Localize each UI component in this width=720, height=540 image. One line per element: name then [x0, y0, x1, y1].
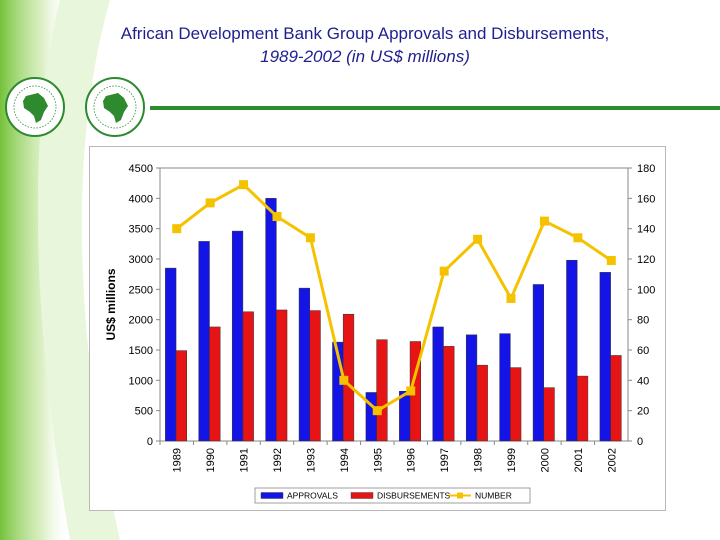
- disbursements-legend-label: DISBURSEMENTS: [377, 491, 451, 501]
- approvals-bar: [265, 198, 277, 442]
- approvals-bar: [532, 284, 545, 442]
- y2-tick-label: 80: [637, 315, 649, 327]
- number-point: [205, 198, 215, 208]
- disbursements-bar: [309, 310, 321, 442]
- disbursements-bar: [610, 355, 622, 442]
- adf-logo-icon: [85, 77, 145, 137]
- x-tick-label: 1992: [272, 448, 284, 472]
- y-axis-label: US$ millions: [104, 268, 118, 340]
- y-tick-label: 0: [147, 436, 153, 448]
- slide-title: African Development Bank Group Approvals…: [40, 22, 690, 68]
- y-tick-label: 2500: [129, 284, 153, 296]
- number-point: [539, 216, 549, 226]
- number-point: [339, 375, 349, 385]
- disbursements-bar: [276, 309, 288, 442]
- x-tick-label: 1994: [339, 448, 351, 472]
- number-series-line: [175, 182, 613, 413]
- number-point: [473, 234, 483, 244]
- number-point: [406, 386, 416, 396]
- number-point: [272, 212, 282, 222]
- disbursements-bar: [576, 375, 589, 442]
- x-tick-label: 2000: [539, 448, 551, 472]
- approvals-bar: [298, 287, 311, 442]
- disbursements-bar: [242, 311, 254, 442]
- disbursements-bar: [376, 339, 388, 442]
- disbursements-bar: [510, 367, 522, 442]
- y-tick-label: 2000: [129, 315, 153, 327]
- y2-tick-label: 60: [637, 345, 649, 357]
- x-tick-label: 1998: [473, 448, 485, 472]
- disbursements-bar: [543, 387, 555, 442]
- approvals-bar: [566, 259, 578, 442]
- number-point: [439, 266, 449, 276]
- x-tick-label: 2001: [573, 448, 585, 472]
- x-tick-label: 1989: [172, 448, 184, 472]
- x-tick-label: 1993: [305, 448, 317, 472]
- x-tick-label: 2002: [606, 448, 618, 472]
- y-tick-label: 500: [135, 406, 153, 418]
- number-point: [506, 293, 516, 303]
- disbursements-legend-swatch: [350, 492, 374, 499]
- afdb-logo-icon: [5, 77, 65, 137]
- y-tick-label: 4500: [129, 163, 153, 175]
- y-tick-label: 1000: [129, 375, 153, 387]
- approvals-disbursements-chart: 0 500 1000 1500 2000 2500 3000 3500 4000 4500 0 20 4…: [104, 163, 655, 504]
- number-point: [606, 256, 616, 266]
- x-tick-label: 1991: [239, 448, 251, 472]
- number-point: [239, 180, 249, 190]
- x-tick-label: 1996: [406, 448, 418, 472]
- y2-tick-label: 20: [637, 406, 649, 418]
- disbursements-bar: [476, 364, 488, 442]
- header-divider: [150, 106, 720, 110]
- number-point: [172, 224, 182, 234]
- y2-tick-label: 180: [637, 163, 655, 175]
- legend-box: [254, 487, 531, 504]
- number-point: [305, 233, 315, 243]
- y2-tick-label: 140: [637, 224, 655, 236]
- approvals-bar: [165, 267, 177, 442]
- x-tick-label: 1999: [506, 448, 518, 472]
- y-tick-label: 3500: [129, 224, 153, 236]
- disbursements-bar: [443, 346, 455, 442]
- y2-tick-label: 160: [637, 193, 655, 205]
- y2-tick-label: 100: [637, 284, 655, 296]
- approvals-bar: [465, 334, 478, 442]
- y2-tick-label: 0: [637, 436, 643, 448]
- approvals-bar: [399, 391, 411, 442]
- y-tick-label: 3000: [129, 254, 153, 266]
- chart-frame: 0 500 1000 1500 2000 2500 3000 3500 4000 4500 0 20 4…: [89, 146, 666, 511]
- disbursements-bar: [209, 326, 221, 442]
- approvals-bar: [432, 326, 444, 442]
- approvals-bar: [231, 230, 244, 442]
- approvals-bar: [599, 272, 611, 442]
- x-tick-label: 1995: [372, 448, 384, 472]
- approvals-legend-label: APPROVALS: [287, 491, 338, 501]
- disbursements-bar: [175, 350, 187, 442]
- number-legend-marker: [457, 492, 463, 499]
- y-tick-label: 1500: [129, 345, 153, 357]
- slide-title-line-1: African Development Bank Group Approvals…: [120, 24, 610, 43]
- x-tick-label: 1990: [205, 448, 217, 472]
- approvals-bar: [365, 392, 377, 442]
- approvals-legend-swatch: [260, 492, 284, 499]
- number-legend-label: NUMBER: [475, 491, 512, 501]
- number-point: [573, 233, 583, 243]
- approvals-bar: [198, 241, 210, 442]
- y2-tick-label: 120: [637, 254, 655, 266]
- x-tick-label: 1997: [439, 448, 451, 472]
- slide-title-line-2: 1989-2002 (in US$ millions): [260, 47, 470, 66]
- number-point: [372, 406, 382, 416]
- approvals-bar: [499, 333, 511, 442]
- y2-tick-label: 40: [637, 375, 649, 387]
- y-tick-label: 4000: [129, 193, 153, 205]
